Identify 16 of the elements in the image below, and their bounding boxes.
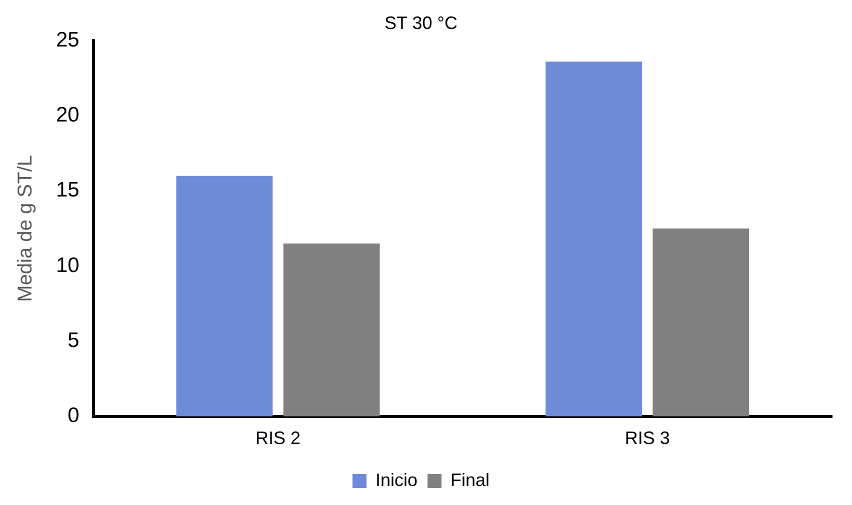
x-tick-label: RIS 3 — [624, 428, 670, 448]
y-axis-title: Media de g ST/L — [14, 155, 37, 302]
x-tick-label: RIS 2 — [256, 428, 301, 448]
y-tick-label: 5 — [68, 329, 80, 352]
y-tick-label: 10 — [56, 254, 80, 277]
bar — [283, 244, 380, 416]
bar — [652, 228, 750, 416]
bar — [176, 176, 273, 416]
y-tick-label: 20 — [56, 104, 80, 127]
legend-label: Final — [450, 470, 490, 490]
y-tick-label: 15 — [56, 178, 80, 202]
y-tick-label: 25 — [56, 28, 80, 52]
bar — [546, 62, 642, 416]
legend-label: Inicio — [375, 470, 418, 490]
y-tick-label: 0 — [68, 404, 80, 428]
chart-title: ST 30 °C — [384, 12, 458, 33]
